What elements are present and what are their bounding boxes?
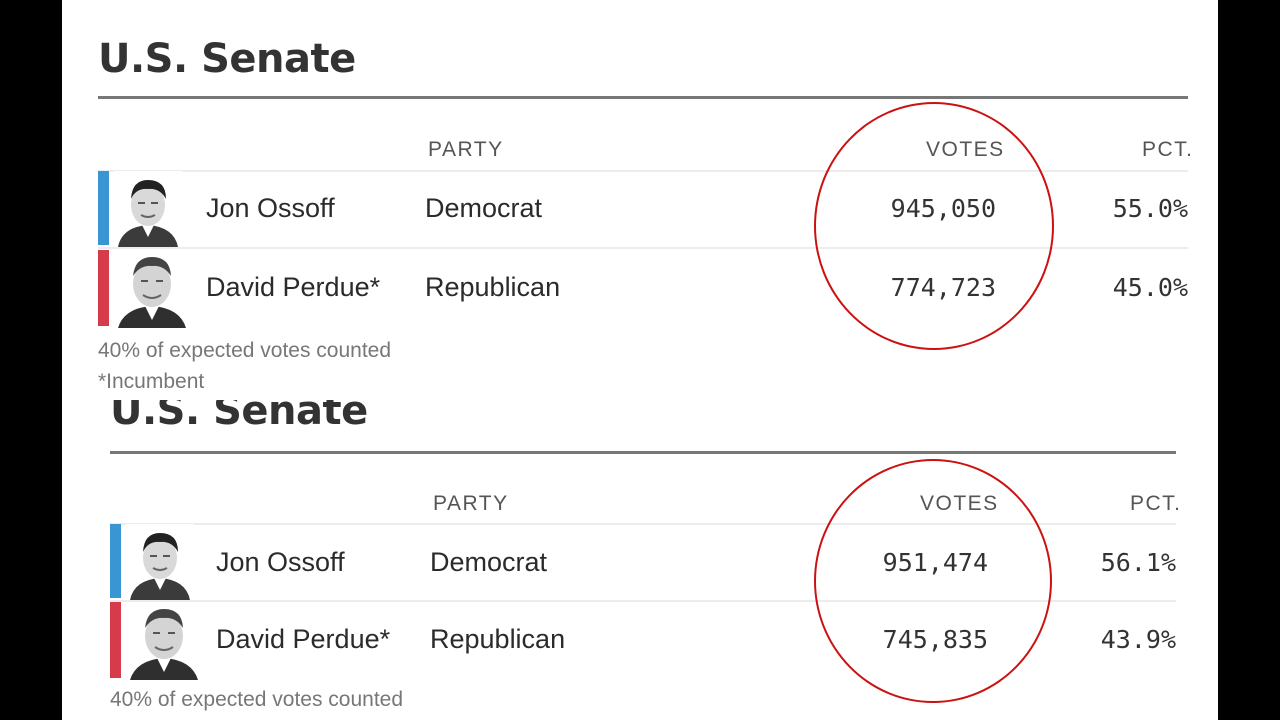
title-divider [110, 451, 1176, 454]
portrait-icon [130, 533, 190, 600]
republican-party-bar [98, 250, 109, 326]
row-divider [98, 170, 1188, 172]
candidate-party: Democrat [425, 193, 543, 223]
pct-column-header: PCT. [1142, 138, 1194, 161]
panel-title: U.S. Senate [110, 400, 368, 434]
candidate-pct: 43.9% [1100, 625, 1176, 654]
candidate-pct: 56.1% [1100, 548, 1176, 577]
democrat-party-bar [110, 524, 121, 598]
candidate-pct: 45.0% [1112, 273, 1188, 302]
republican-party-bar [110, 602, 121, 678]
candidate-photo-ossoff [114, 171, 182, 247]
portrait-icon [118, 257, 186, 328]
candidate-party: Republican [425, 272, 561, 302]
candidate-party: Democrat [430, 547, 548, 577]
candidate-photo-ossoff [126, 524, 194, 600]
incumbent-note: *Incumbent [98, 370, 205, 393]
portrait-icon [118, 180, 178, 247]
votes-counted-note: 40% of expected votes counted [110, 688, 404, 711]
results-panel-top: U.S. Senate PARTY VOTES PCT. Jon Ossoff … [62, 0, 1218, 400]
title-divider [98, 96, 1188, 99]
candidate-party: Republican [430, 624, 566, 654]
candidate-photo-perdue [126, 602, 202, 680]
democrat-party-bar [98, 171, 109, 245]
candidate-name: David Perdue* [206, 272, 381, 302]
candidate-name: David Perdue* [216, 624, 391, 654]
votes-highlight-circle [814, 102, 1054, 350]
row-divider [110, 523, 1176, 525]
row-divider [110, 600, 1176, 602]
candidate-photo-perdue [114, 250, 190, 328]
row-divider [98, 247, 1188, 249]
candidate-pct: 55.0% [1112, 194, 1188, 223]
candidate-name: Jon Ossoff [216, 547, 345, 577]
party-column-header: PARTY [433, 492, 509, 515]
candidate-name: Jon Ossoff [206, 193, 335, 223]
results-panel-bottom: U.S. Senate PARTY VOTES PCT. Jon Ossoff … [62, 400, 1218, 720]
party-column-header: PARTY [428, 138, 504, 161]
screenshot-page: U.S. Senate PARTY VOTES PCT. Jon Ossoff … [62, 0, 1218, 720]
portrait-icon [130, 609, 198, 680]
votes-counted-note: 40% of expected votes counted [98, 339, 392, 362]
pct-column-header: PCT. [1130, 492, 1182, 515]
panel-title: U.S. Senate [98, 36, 356, 82]
votes-highlight-circle [814, 459, 1052, 703]
